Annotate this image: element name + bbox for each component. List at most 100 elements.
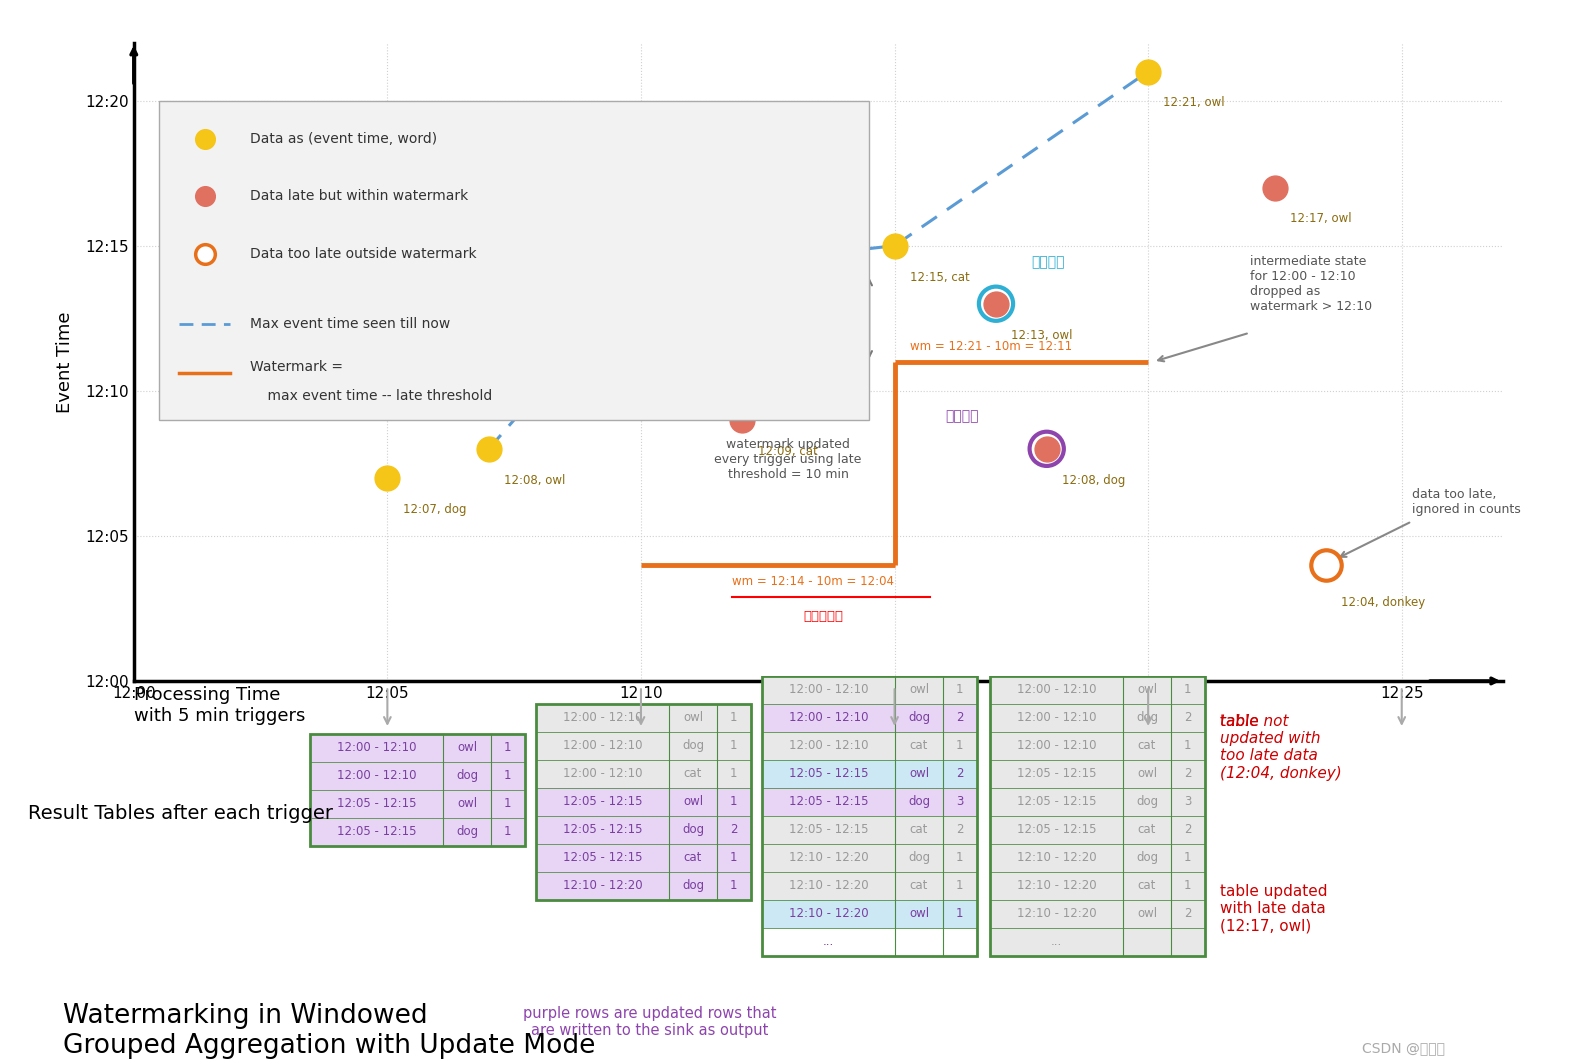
Text: Max event time seen till now: Max event time seen till now: [250, 317, 450, 331]
Text: 3: 3: [1184, 795, 1192, 809]
Text: Data as (event time, word): Data as (event time, word): [250, 132, 438, 146]
Bar: [762, 703, 977, 732]
Bar: [537, 871, 751, 900]
Text: 12:05 - 12:15: 12:05 - 12:15: [789, 767, 869, 780]
Bar: [537, 844, 751, 871]
Text: 1: 1: [504, 797, 512, 811]
Text: 1: 1: [955, 879, 963, 893]
Text: 延迟数据: 延迟数据: [1031, 255, 1066, 269]
Text: 12:05 - 12:15: 12:05 - 12:15: [1017, 767, 1097, 780]
Text: watermark updated
every trigger using late
threshold = 10 min: watermark updated every trigger using la…: [715, 437, 861, 481]
Text: owl: owl: [683, 711, 704, 725]
Bar: [762, 732, 977, 760]
Text: cat: cat: [910, 879, 929, 893]
Bar: [762, 844, 977, 871]
Bar: [990, 787, 1206, 816]
Text: 12:10 - 12:20: 12:10 - 12:20: [789, 908, 869, 920]
Bar: [762, 928, 977, 955]
Text: owl: owl: [683, 795, 704, 809]
Text: owl: owl: [456, 797, 477, 811]
Text: owl: owl: [908, 908, 929, 920]
Text: 1: 1: [955, 908, 963, 920]
Bar: [990, 844, 1206, 871]
Text: 12:08, dog: 12:08, dog: [1062, 473, 1125, 486]
Text: max event time -- late threshold: max event time -- late threshold: [250, 389, 493, 403]
Text: 12:10 - 12:20: 12:10 - 12:20: [1017, 908, 1097, 920]
Text: 1: 1: [955, 739, 963, 752]
Point: [628, 266, 653, 283]
Bar: [990, 676, 1206, 703]
Text: 1: 1: [504, 742, 512, 754]
Text: 12:04, donkey: 12:04, donkey: [1341, 596, 1424, 609]
Text: dog: dog: [456, 769, 478, 782]
Text: ...: ...: [823, 935, 834, 948]
Point: [1262, 179, 1288, 196]
Text: dog: dog: [1136, 711, 1158, 725]
Text: 12:00 - 12:10: 12:00 - 12:10: [563, 739, 642, 752]
Text: 1: 1: [730, 795, 738, 809]
Text: 12:10 - 12:20: 12:10 - 12:20: [789, 879, 869, 893]
Text: 12:08, owl: 12:08, owl: [504, 473, 565, 486]
Text: table: table: [1220, 714, 1264, 729]
Text: owl: owl: [908, 767, 929, 780]
Text: 12:00 - 12:10: 12:00 - 12:10: [789, 683, 869, 696]
Point: [984, 295, 1009, 312]
Point: [984, 295, 1009, 312]
Text: intermediate state
for 12:00 - 12:10
dropped as
watermark > 12:10: intermediate state for 12:00 - 12:10 dro…: [1250, 254, 1371, 313]
Bar: [537, 787, 751, 816]
Text: table not
updated with
too late data
(12:04, donkey): table not updated with too late data (12…: [1220, 714, 1341, 781]
Text: dog: dog: [682, 824, 704, 836]
Text: CSDN @赵广陆: CSDN @赵广陆: [1362, 1042, 1445, 1055]
Text: 12:00 - 12:10: 12:00 - 12:10: [1017, 683, 1097, 696]
Text: dog: dog: [1136, 795, 1158, 809]
Bar: [537, 703, 751, 900]
Text: 12:00 - 12:10: 12:00 - 12:10: [1017, 711, 1097, 725]
Text: dog: dog: [682, 879, 704, 893]
Bar: [762, 871, 977, 900]
Text: 2: 2: [1184, 908, 1192, 920]
Bar: [310, 818, 526, 846]
Text: 2: 2: [1184, 824, 1192, 836]
Text: Processing Time
with 5 min triggers: Processing Time with 5 min triggers: [134, 686, 305, 725]
Text: owl: owl: [1136, 908, 1157, 920]
Bar: [537, 703, 751, 732]
Bar: [537, 816, 751, 844]
Text: 2: 2: [1184, 767, 1192, 780]
Text: cat: cat: [1138, 739, 1157, 752]
Text: 2: 2: [955, 824, 963, 836]
Text: 12:00 - 12:10: 12:00 - 12:10: [789, 739, 869, 752]
Text: 2: 2: [730, 824, 738, 836]
Text: purple rows are updated rows that
are written to the sink as output: purple rows are updated rows that are wr…: [523, 1005, 776, 1038]
Text: 1: 1: [1184, 879, 1192, 893]
Text: dog: dog: [908, 711, 930, 725]
Text: 12:10 - 12:20: 12:10 - 12:20: [789, 851, 869, 864]
Text: 12:05 - 12:15: 12:05 - 12:15: [563, 851, 642, 864]
Bar: [990, 676, 1206, 955]
Text: wm = 12:21 - 10m = 12:11: wm = 12:21 - 10m = 12:11: [910, 340, 1072, 353]
Text: 12:14, dog: 12:14, dog: [656, 300, 719, 313]
Text: table updated
with late data
(12:17, owl): table updated with late data (12:17, owl…: [1220, 884, 1327, 933]
Bar: [159, 101, 869, 420]
Text: Data late but within watermark: Data late but within watermark: [250, 189, 469, 203]
Text: Data too late outside watermark: Data too late outside watermark: [250, 247, 477, 261]
Text: 窗口中事件时间最大值: 窗口中事件时间最大值: [652, 220, 735, 234]
Text: 12:09, cat: 12:09, cat: [757, 445, 817, 458]
Text: data too late,
ignored in counts: data too late, ignored in counts: [1412, 487, 1520, 516]
Bar: [762, 816, 977, 844]
Text: Result Tables after each trigger: Result Tables after each trigger: [28, 804, 334, 824]
Point: [192, 246, 217, 263]
Point: [1034, 440, 1059, 458]
Text: dog: dog: [1136, 851, 1158, 864]
Text: owl: owl: [456, 742, 477, 754]
Bar: [310, 734, 526, 762]
Text: 12:05 - 12:15: 12:05 - 12:15: [1017, 795, 1097, 809]
Text: 1: 1: [730, 879, 738, 893]
Text: 1: 1: [504, 769, 512, 782]
Text: ...: ...: [1051, 935, 1062, 948]
Text: 12:00 - 12:10: 12:00 - 12:10: [563, 767, 642, 780]
Text: 12:05 - 12:15: 12:05 - 12:15: [337, 797, 417, 811]
Bar: [990, 900, 1206, 928]
Text: 12:05 - 12:15: 12:05 - 12:15: [1017, 824, 1097, 836]
Text: dog: dog: [682, 739, 704, 752]
Text: cat: cat: [910, 824, 929, 836]
